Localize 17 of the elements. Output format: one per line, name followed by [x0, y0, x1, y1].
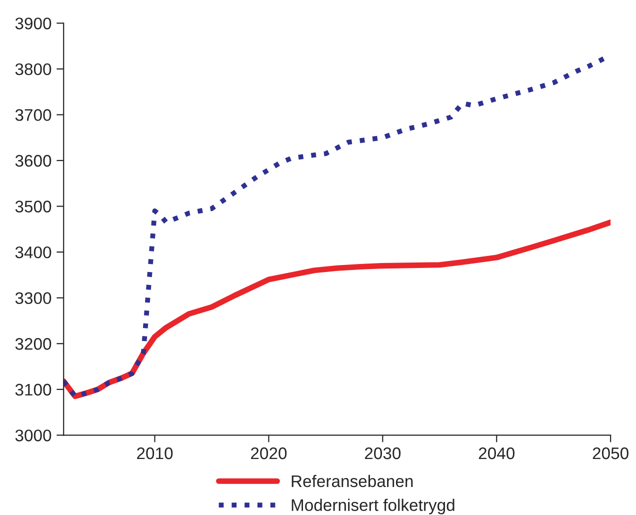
x-tick-label: 2050	[592, 447, 628, 460]
y-tick-label: 3900	[15, 18, 52, 30]
y-tick-label: 3100	[15, 384, 52, 396]
x-tick-label: 2010	[137, 447, 173, 460]
y-tick-label: 3200	[15, 338, 52, 350]
x-tick-label: 2030	[364, 447, 401, 460]
y-tick-label: 3600	[15, 154, 52, 167]
y-tick-label: 3800	[15, 63, 52, 76]
y-tick-label: 3300	[15, 292, 52, 304]
legend-label: Modernisert folketrygd	[292, 498, 454, 514]
y-tick-label: 3700	[15, 109, 52, 121]
x-tick-label: 2040	[478, 447, 514, 460]
x-tick-label: 2020	[251, 447, 287, 460]
y-tick-label: 3500	[15, 200, 52, 212]
legend-label: Referansebanen	[292, 474, 413, 488]
y-tick-label: 3400	[15, 246, 52, 258]
y-tick-label: 3000	[15, 430, 52, 442]
